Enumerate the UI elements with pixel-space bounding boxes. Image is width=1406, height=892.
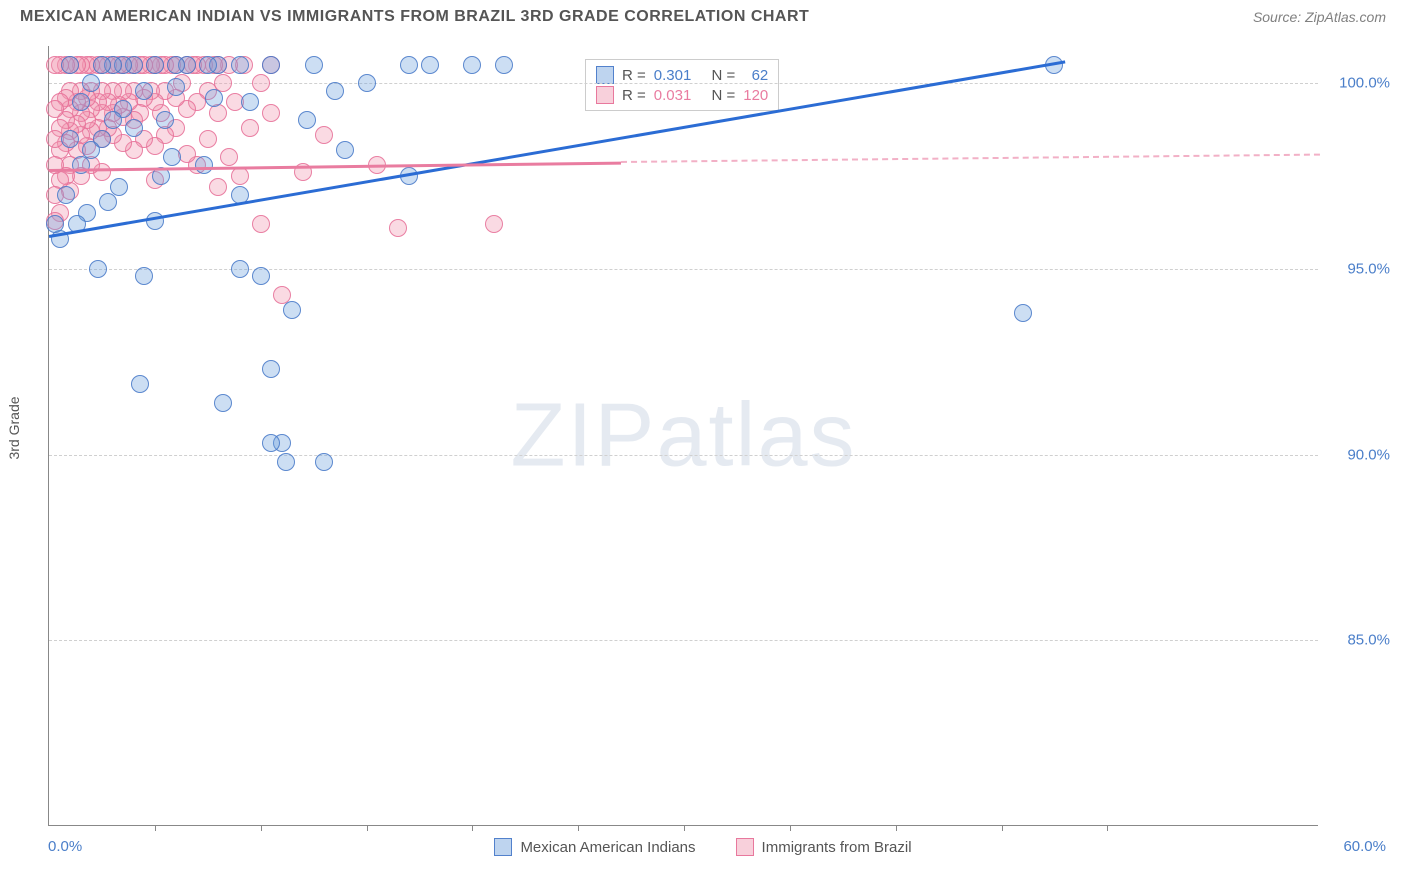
scatter-point	[46, 100, 64, 118]
scatter-point	[89, 260, 107, 278]
scatter-point	[163, 148, 181, 166]
x-tick-mark	[790, 825, 791, 831]
scatter-point	[167, 56, 185, 74]
stats-row-pink: R = 0.031 N = 120	[596, 85, 768, 105]
y-tick-label: 90.0%	[1347, 446, 1390, 463]
scatter-point	[241, 93, 259, 111]
y-tick-label: 85.0%	[1347, 632, 1390, 649]
scatter-point	[262, 434, 280, 452]
correlation-stats-box: R = 0.301 N = 62 R = 0.031 N = 120	[585, 59, 779, 111]
scatter-point	[61, 56, 79, 74]
scatter-point	[495, 56, 513, 74]
scatter-point	[135, 267, 153, 285]
pink-swatch-icon	[596, 86, 614, 104]
scatter-point	[131, 375, 149, 393]
x-tick-mark	[155, 825, 156, 831]
chart-title: MEXICAN AMERICAN INDIAN VS IMMIGRANTS FR…	[20, 8, 809, 26]
scatter-point	[252, 215, 270, 233]
legend-item-blue: Mexican American Indians	[494, 838, 695, 856]
x-tick-mark	[1107, 825, 1108, 831]
scatter-point	[231, 167, 249, 185]
scatter-point	[358, 74, 376, 92]
gridline	[49, 640, 1318, 641]
scatter-point	[252, 74, 270, 92]
scatter-point	[195, 156, 213, 174]
scatter-point	[135, 82, 153, 100]
x-tick-mark	[578, 825, 579, 831]
scatter-point	[99, 193, 117, 211]
y-tick-label: 100.0%	[1339, 75, 1390, 92]
scatter-point	[283, 301, 301, 319]
scatter-point	[463, 56, 481, 74]
chart-legend: Mexican American Indians Immigrants from…	[0, 838, 1406, 856]
scatter-point	[199, 130, 217, 148]
scatter-point	[241, 119, 259, 137]
scatter-point	[205, 89, 223, 107]
scatter-point	[72, 93, 90, 111]
x-tick-mark	[896, 825, 897, 831]
x-tick-mark	[1002, 825, 1003, 831]
trend-line-pink	[49, 161, 621, 171]
blue-r-value: 0.301	[654, 67, 692, 84]
y-axis-label: 3rd Grade	[6, 396, 22, 459]
scatter-point	[421, 56, 439, 74]
x-tick-mark	[367, 825, 368, 831]
scatter-point	[220, 148, 238, 166]
gridline	[49, 455, 1318, 456]
blue-n-value: 62	[743, 67, 768, 84]
scatter-point	[305, 56, 323, 74]
scatter-point	[298, 111, 316, 129]
scatter-point	[104, 111, 122, 129]
scatter-chart: ZIPatlas R = 0.301 N = 62 R = 0.031 N = …	[48, 46, 1318, 826]
scatter-point	[82, 74, 100, 92]
blue-swatch-icon	[494, 838, 512, 856]
scatter-point	[326, 82, 344, 100]
x-tick-mark	[684, 825, 685, 831]
scatter-point	[57, 186, 75, 204]
scatter-point	[262, 360, 280, 378]
scatter-point	[125, 119, 143, 137]
gridline	[49, 83, 1318, 84]
source-attribution: Source: ZipAtlas.com	[1253, 9, 1386, 25]
stats-row-blue: R = 0.301 N = 62	[596, 65, 768, 85]
scatter-point	[199, 56, 217, 74]
chart-header: MEXICAN AMERICAN INDIAN VS IMMIGRANTS FR…	[0, 0, 1406, 30]
scatter-point	[61, 130, 79, 148]
scatter-point	[1014, 304, 1032, 322]
scatter-point	[209, 178, 227, 196]
scatter-point	[262, 104, 280, 122]
scatter-point	[231, 56, 249, 74]
scatter-point	[400, 56, 418, 74]
scatter-point	[156, 111, 174, 129]
scatter-point	[277, 453, 295, 471]
scatter-point	[262, 56, 280, 74]
scatter-point	[315, 126, 333, 144]
scatter-point	[214, 394, 232, 412]
scatter-point	[146, 56, 164, 74]
scatter-point	[252, 267, 270, 285]
legend-item-pink: Immigrants from Brazil	[736, 838, 912, 856]
scatter-point	[93, 56, 111, 74]
scatter-point	[146, 212, 164, 230]
x-tick-mark	[261, 825, 262, 831]
scatter-point	[46, 215, 64, 233]
pink-swatch-icon	[736, 838, 754, 856]
trend-line-pink-ext	[620, 154, 1319, 163]
pink-n-value: 120	[743, 87, 768, 104]
scatter-point	[485, 215, 503, 233]
blue-swatch-icon	[596, 66, 614, 84]
scatter-point	[389, 219, 407, 237]
scatter-point	[167, 78, 185, 96]
scatter-point	[231, 260, 249, 278]
legend-label-pink: Immigrants from Brazil	[762, 839, 912, 856]
scatter-point	[336, 141, 354, 159]
scatter-point	[315, 453, 333, 471]
watermark: ZIPatlas	[510, 384, 856, 487]
y-tick-label: 95.0%	[1347, 260, 1390, 277]
x-tick-mark	[472, 825, 473, 831]
legend-label-blue: Mexican American Indians	[520, 839, 695, 856]
pink-r-value: 0.031	[654, 87, 692, 104]
